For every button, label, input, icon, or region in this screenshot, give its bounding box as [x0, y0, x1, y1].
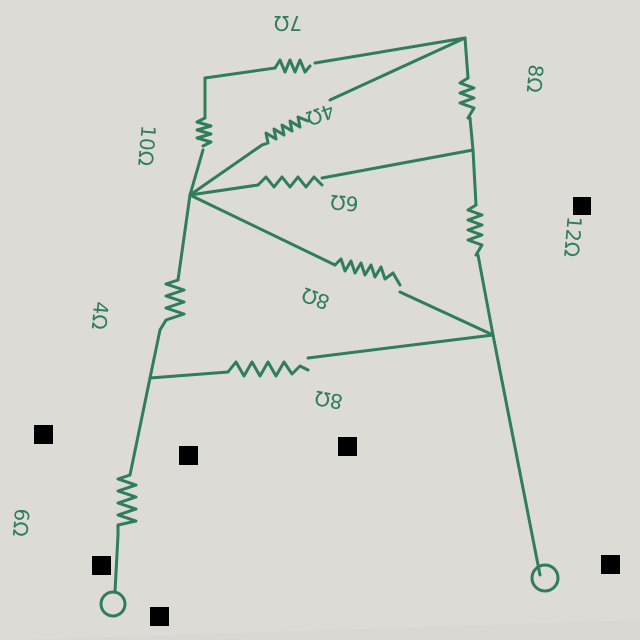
wire-node-down-left	[176, 193, 192, 282]
wire-r8-diag-to-bottom	[398, 290, 495, 337]
wire-right-mid	[471, 148, 478, 207]
label-r-right-upper: 8Ω	[522, 64, 548, 94]
redaction-square	[150, 607, 169, 626]
labels: 7Ω 4Ω 8Ω 10Ω 6Ω 12Ω 8Ω 4Ω 8Ω 6Ω	[8, 11, 587, 538]
wire-top-right-down	[463, 36, 470, 80]
wire-r6-to-terminal	[113, 533, 120, 594]
redaction-marks	[34, 197, 620, 626]
terminal-left	[99, 590, 127, 618]
resistor-diagonal-lower	[333, 257, 402, 287]
terminal-right	[530, 563, 560, 593]
redaction-square	[573, 197, 591, 215]
wire-node-to-r6	[188, 183, 260, 197]
redaction-square	[338, 437, 357, 456]
label-r-mid-horizontal: 6Ω	[329, 190, 359, 216]
resistor-right-lower	[466, 203, 484, 257]
resistor-right-upper	[458, 76, 476, 120]
resistor-left-lower	[116, 473, 138, 537]
wire-r6-to-right	[320, 148, 475, 180]
resistor-mid-horizontal	[256, 175, 324, 189]
redaction-square	[34, 425, 53, 444]
wire-r4-to-top-right	[328, 36, 467, 102]
wire-node-to-r8-bottom	[148, 370, 230, 380]
resistor-bottom-horizontal	[226, 360, 310, 378]
wire-left-lower	[128, 376, 152, 477]
redaction-square	[92, 556, 111, 575]
resistors	[116, 58, 484, 537]
resistor-top	[273, 58, 312, 74]
label-r-left-upper: 10Ω	[133, 124, 160, 167]
wire-top-left-to-r7	[203, 66, 277, 80]
wire-node-to-r8-diag	[188, 193, 337, 267]
wire-r4-left-to-node	[148, 328, 162, 380]
label-r-left-lower: 6Ω	[8, 508, 34, 538]
resistor-left-mid	[158, 278, 186, 332]
label-r-right-lower: 12Ω	[559, 215, 586, 258]
label-r-left-mid: 4Ω	[87, 301, 113, 331]
wire-r7-to-top-right	[313, 36, 467, 65]
wire-right-to-terminal	[491, 333, 542, 577]
wire-right-upper-down	[468, 116, 475, 152]
wires	[113, 36, 542, 594]
resistor-diagonal-upper	[260, 115, 310, 147]
label-r-bottom-horizontal: 8Ω	[313, 386, 345, 415]
redaction-square	[601, 555, 620, 574]
redaction-square	[179, 446, 198, 465]
resistor-left-upper	[195, 116, 213, 148]
wire-right-to-bottom-node	[476, 253, 495, 337]
wire-r10-to-node	[188, 148, 205, 197]
wire-node-to-r4	[188, 143, 264, 197]
label-r-top: 7Ω	[274, 11, 302, 35]
wire-r8-bottom-to-right	[306, 333, 495, 360]
